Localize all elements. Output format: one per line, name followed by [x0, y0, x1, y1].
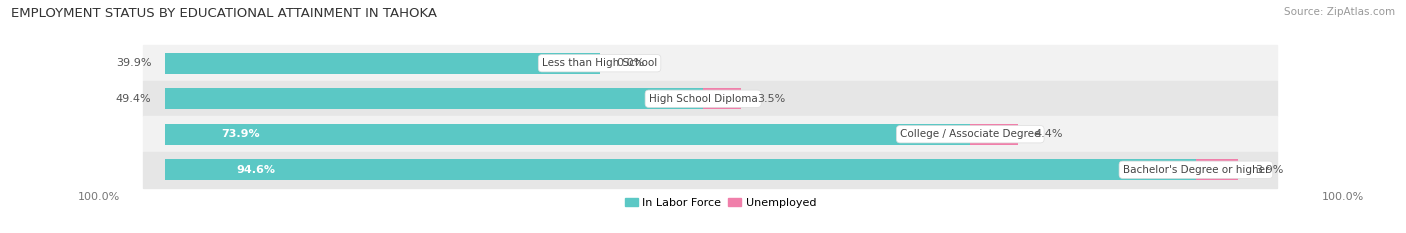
Legend: In Labor Force, Unemployed: In Labor Force, Unemployed — [620, 193, 821, 212]
Text: Less than High School: Less than High School — [541, 58, 657, 68]
Bar — [165, 89, 703, 109]
Text: 3.9%: 3.9% — [1254, 165, 1284, 175]
Text: 100.0%: 100.0% — [77, 192, 120, 202]
Bar — [165, 159, 1197, 180]
Text: 4.4%: 4.4% — [1035, 129, 1063, 139]
Bar — [143, 81, 1277, 116]
Bar — [165, 53, 599, 74]
Bar — [703, 89, 741, 109]
Bar — [165, 124, 970, 144]
Text: Source: ZipAtlas.com: Source: ZipAtlas.com — [1284, 7, 1395, 17]
Text: EMPLOYMENT STATUS BY EDUCATIONAL ATTAINMENT IN TAHOKA: EMPLOYMENT STATUS BY EDUCATIONAL ATTAINM… — [11, 7, 437, 20]
Text: College / Associate Degree: College / Associate Degree — [900, 129, 1040, 139]
Bar — [143, 152, 1277, 188]
Text: 94.6%: 94.6% — [236, 165, 276, 175]
Bar — [143, 45, 1277, 81]
Text: 49.4%: 49.4% — [115, 94, 152, 104]
Text: 100.0%: 100.0% — [1322, 192, 1364, 202]
Text: Bachelor's Degree or higher: Bachelor's Degree or higher — [1123, 165, 1270, 175]
Bar — [143, 116, 1277, 152]
Bar — [1197, 159, 1239, 180]
Text: 73.9%: 73.9% — [221, 129, 260, 139]
Text: High School Diploma: High School Diploma — [648, 94, 758, 104]
Text: 3.5%: 3.5% — [758, 94, 786, 104]
Text: 0.0%: 0.0% — [616, 58, 644, 68]
Text: 39.9%: 39.9% — [115, 58, 152, 68]
Bar — [970, 124, 1018, 144]
